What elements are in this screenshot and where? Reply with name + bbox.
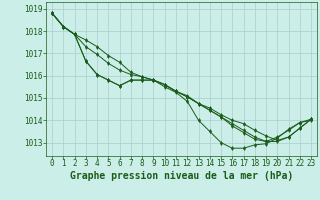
X-axis label: Graphe pression niveau de la mer (hPa): Graphe pression niveau de la mer (hPa) <box>70 171 293 181</box>
